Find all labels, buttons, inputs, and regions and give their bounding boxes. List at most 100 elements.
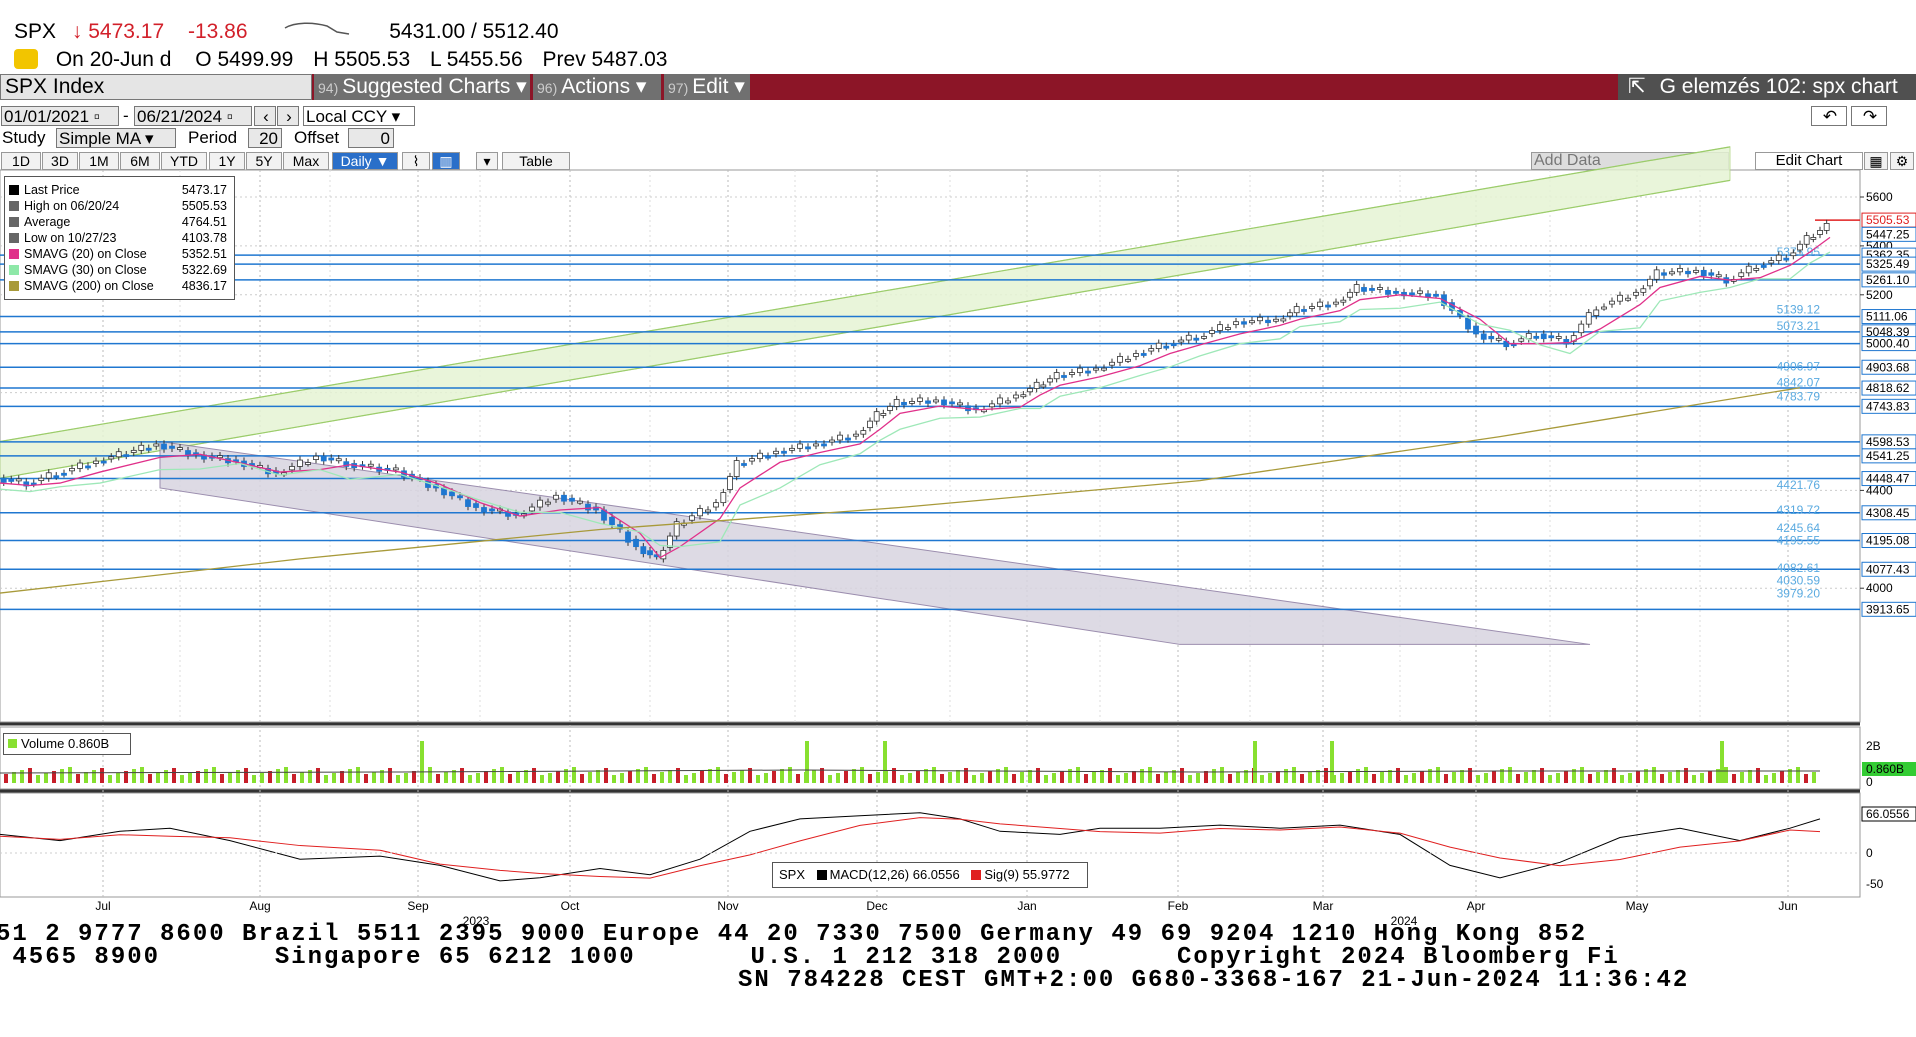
price-tag-label: 5447.25: [1866, 227, 1910, 241]
suggested-charts-button[interactable]: 94) Suggested Charts ▾: [314, 74, 530, 100]
range-button-6m[interactable]: 6M: [120, 152, 160, 170]
candle-body: [1817, 230, 1823, 235]
candle-body: [917, 397, 923, 402]
legend-row[interactable]: High on 06/20/24 5505.53: [9, 199, 231, 214]
candle-body: [328, 457, 335, 461]
candle-body: [1417, 290, 1423, 294]
range-button-1y[interactable]: 1Y: [209, 152, 245, 170]
candle-body: [853, 433, 859, 437]
candle-body: [1548, 335, 1555, 339]
volume-bar: [812, 770, 816, 783]
legend-label: SMAVG (30) on Close: [24, 263, 147, 277]
candle-body: [161, 443, 167, 450]
price-tag: [1861, 505, 1916, 521]
candle-body: [860, 430, 867, 435]
volume-bar: [1108, 768, 1112, 783]
study-select[interactable]: Simple MA ▾: [56, 128, 176, 148]
legend-row[interactable]: SMAVG (30) on Close 5322.69: [9, 263, 231, 278]
volume-bar: [988, 771, 992, 783]
start-date-field[interactable]: 01/01/2021 ▫: [1, 106, 119, 126]
month-label: Oct: [561, 899, 580, 913]
chart-legend[interactable]: Last Price 5473.17 High on 06/20/24 5505.53…: [4, 176, 235, 300]
period-input[interactable]: 20: [248, 128, 282, 148]
chart-title[interactable]: ⇱ G elemzés 102: spx chart: [1618, 74, 1916, 100]
candle-body: [1233, 321, 1239, 326]
volume-bar: [724, 774, 728, 783]
volume-legend[interactable]: Volume 0.860B: [3, 733, 131, 755]
legend-swatch-icon: [9, 281, 19, 291]
volume-bar: [660, 772, 664, 783]
candle-body: [609, 516, 615, 526]
volume-tag-label: 0.860B: [1866, 762, 1904, 776]
actions-button[interactable]: 96) Actions ▾: [533, 74, 661, 100]
volume-bar: [1060, 771, 1064, 783]
candle-body: [749, 458, 755, 462]
range-button-5y[interactable]: 5Y: [246, 152, 282, 170]
volume-bar: [1780, 771, 1784, 783]
volume-bar: [924, 769, 928, 783]
price-tag: [1861, 359, 1916, 375]
undo-icon[interactable]: ↶: [1811, 106, 1847, 126]
price-tag: [1861, 226, 1916, 242]
volume-bar: [84, 772, 88, 783]
offset-input[interactable]: 0: [348, 128, 394, 148]
range-button-ytd[interactable]: YTD: [161, 152, 207, 170]
price-tag-label: 4077.43: [1866, 562, 1910, 576]
currency-select[interactable]: Local CCY ▾: [303, 106, 415, 126]
volume-bar: [156, 772, 160, 783]
candle-body: [713, 502, 719, 508]
volume-bar: [1212, 769, 1216, 783]
end-date-field[interactable]: 06/21/2024 ▫: [134, 106, 252, 126]
volume-bar: [820, 768, 824, 783]
legend-value: 5352.51: [181, 247, 227, 261]
legend-row[interactable]: Average 4764.51: [9, 215, 231, 230]
launch-icon[interactable]: ⇱: [1628, 75, 1646, 98]
volume-bar: [1788, 769, 1792, 783]
candle-body: [1760, 265, 1767, 268]
edit-button[interactable]: 97) Edit ▾: [664, 74, 750, 100]
macd-legend[interactable]: SPX MACD(12,26) 66.0556 Sig(9) 55.9772: [772, 862, 1088, 888]
edit-chart-button[interactable]: Edit Chart: [1755, 152, 1863, 170]
volume-bar: [636, 769, 640, 783]
low-value: 5455.56: [446, 48, 523, 71]
volume-bar: [764, 773, 768, 783]
price-tag: [1861, 380, 1916, 396]
volume-bar: [1612, 768, 1616, 783]
volume-bar: [52, 771, 56, 783]
chart-settings-icon[interactable]: ▦: [1864, 152, 1888, 170]
sma200-line: [0, 387, 1801, 594]
refresh-icon[interactable]: ↷: [1851, 106, 1887, 126]
volume-bar: [996, 769, 1000, 783]
candle-body: [100, 460, 107, 464]
gear-icon[interactable]: ⚙: [1890, 152, 1914, 170]
volume-bar: [756, 775, 760, 783]
frequency-select[interactable]: Daily ▼: [332, 152, 398, 170]
candle-body: [873, 411, 880, 422]
prev-period-button[interactable]: ‹: [254, 106, 276, 126]
legend-row[interactable]: Last Price 5473.17: [9, 183, 231, 198]
candle-body: [1495, 337, 1502, 341]
candle-body: [1533, 335, 1540, 339]
candle-body: [392, 467, 399, 471]
security-field[interactable]: SPX Index: [0, 74, 312, 100]
volume-bar: [316, 768, 320, 783]
legend-swatch-icon: [9, 201, 19, 211]
candle-body: [689, 515, 695, 521]
volume-bar: [556, 771, 560, 783]
candle-body: [367, 463, 374, 467]
alert-badge-icon[interactable]: [14, 49, 38, 69]
volume-bar: [132, 769, 136, 783]
candle-body: [1753, 267, 1760, 271]
volume-spike: [883, 741, 887, 783]
volume-bar: [1124, 773, 1128, 783]
volume-bar: [1084, 774, 1088, 783]
legend-label: Low on 10/27/23: [24, 231, 117, 245]
legend-row[interactable]: Low on 10/27/23 4103.78: [9, 231, 231, 246]
legend-row[interactable]: SMAVG (20) on Close 5352.51: [9, 247, 231, 262]
volume-spike: [1253, 741, 1257, 783]
candle-body: [1185, 334, 1192, 341]
next-period-button[interactable]: ›: [277, 106, 299, 126]
legend-row[interactable]: SMAVG (200) on Close 4836.17: [9, 279, 231, 294]
volume-tick-label: 0: [1866, 775, 1873, 789]
